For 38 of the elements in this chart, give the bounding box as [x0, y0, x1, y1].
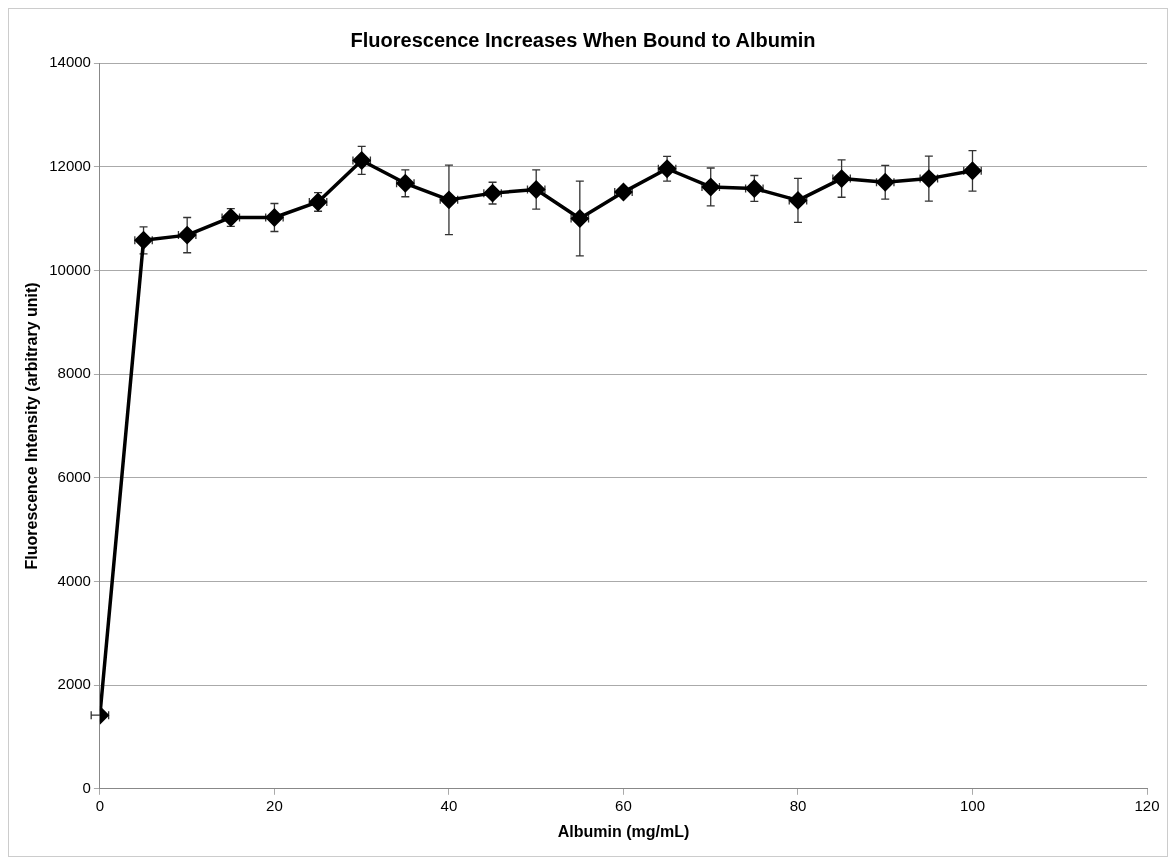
y-tick-label: 6000 [57, 467, 91, 485]
point [309, 193, 327, 211]
x-tick-label: 80 [789, 796, 807, 814]
point [789, 191, 807, 210]
point [571, 209, 589, 228]
point [832, 169, 851, 188]
y-tick-label: 8000 [57, 364, 91, 382]
point [178, 226, 196, 244]
point [920, 169, 938, 188]
x-tick-label: 0 [95, 796, 105, 814]
point [396, 174, 415, 193]
y-tick-label: 0 [82, 778, 91, 796]
point [614, 183, 633, 201]
y-tick-label: 4000 [57, 571, 91, 589]
x-tick-label: 120 [1134, 796, 1160, 814]
point [701, 178, 720, 196]
chart-title: Fluorescence Increases When Bound to Albumin [350, 28, 816, 51]
point [745, 179, 764, 198]
point [963, 162, 982, 180]
x-tick-label: 100 [959, 796, 985, 814]
point [440, 191, 458, 209]
x-tick-label: 20 [266, 796, 283, 814]
y-tick-label: 10000 [49, 260, 91, 278]
point [352, 151, 371, 170]
point [134, 231, 153, 250]
point [876, 173, 894, 191]
y-tick-label: 2000 [57, 675, 91, 693]
point [483, 184, 502, 202]
x-tick-label: 40 [440, 796, 458, 814]
point [658, 160, 676, 178]
point [222, 208, 240, 227]
y-tick-label: 12000 [49, 156, 91, 174]
x-tick-label: 60 [615, 796, 632, 814]
y-tick-label: 14000 [49, 53, 91, 71]
point [265, 208, 284, 227]
point [527, 180, 545, 199]
x-axis-title: Albumin (mg/mL) [557, 822, 690, 840]
y-axis-title: Fluorescence Intensity (arbitrary unit) [23, 282, 41, 570]
